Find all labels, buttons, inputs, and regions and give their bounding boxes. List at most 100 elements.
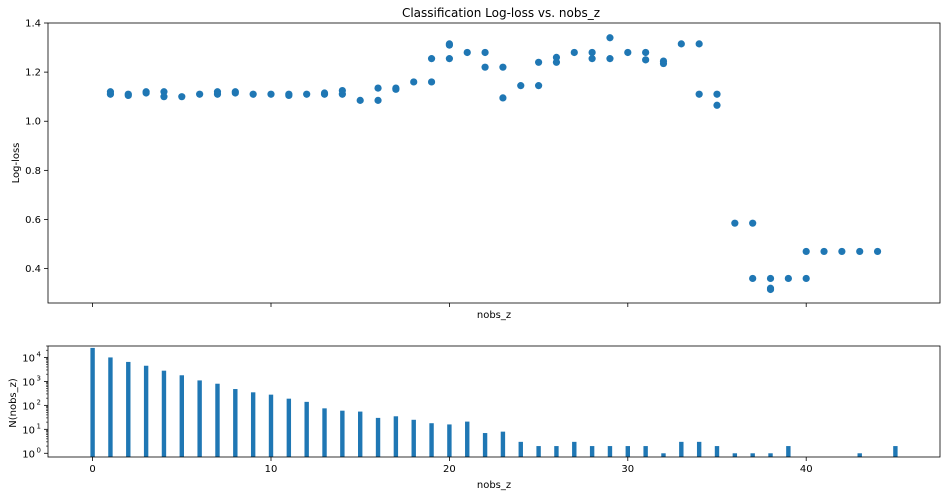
histogram-bar [661,453,666,457]
histogram-y-tick-exponent: 3 [37,374,41,382]
histogram-axes: 10 010 110 210 310 40 10 20 30 40 [22,345,941,475]
histogram-bar [108,357,113,457]
scatter-point [106,90,115,98]
scatter-point [588,55,596,63]
histogram-bar [607,446,613,457]
histogram-y-axis-title: N(nobs_z) [8,378,19,428]
scatter-point [481,63,489,71]
scatter-point [392,84,400,92]
scatter-point [838,247,846,256]
scatter-point [535,58,543,66]
histogram-bar [465,421,470,457]
scatter-y-axis-title: Log-loss [11,143,22,184]
histogram-bar [643,446,648,457]
scatter-point [820,247,828,256]
histogram-bar [857,453,862,457]
histogram-bar [358,411,363,457]
scatter-point [410,78,418,86]
histogram-bar [589,446,595,457]
histogram-bar [696,441,702,457]
histogram-bar [179,375,184,457]
scatter-point [802,247,810,256]
histogram-bar [215,383,220,457]
histogram-bar [286,398,292,457]
histogram-x-tick-label: 20 [443,464,456,475]
histogram-y-tick-exponent: 4 [37,350,42,358]
scatter-point [784,274,792,283]
histogram-x-tick-label: 0 [89,464,95,475]
scatter-point [713,101,721,109]
histogram-bar [429,423,434,457]
scatter-point [427,78,436,86]
scatter-point [427,55,436,63]
histogram-bar [447,424,452,457]
histogram-bar [250,392,256,457]
scatter-point [374,96,382,104]
histogram-bar [411,419,416,457]
histogram-bar [126,361,131,457]
scatter-point [445,55,453,63]
scatter-point [374,84,382,92]
histogram-y-tick-exponent: 0 [37,446,41,454]
histogram-bar [482,433,488,457]
scatter-points [106,34,882,294]
histogram-plot-frame [47,345,941,458]
scatter-point [856,247,864,256]
scatter-point [481,48,489,57]
scatter-point [713,90,721,98]
histogram-bar [893,446,898,457]
scatter-point [766,285,775,294]
histogram-bar [322,408,327,457]
histogram-y-tick-label: 10 [22,353,35,364]
histogram-bar [625,446,630,457]
scatter-point [178,93,186,101]
scatter-point [642,48,650,57]
scatter-point [731,219,739,227]
histogram-bars [90,347,898,457]
scatter-point [570,48,578,57]
histogram-bar [679,441,684,457]
histogram-bar [572,441,577,457]
histogram-bar [732,453,738,457]
histogram-bar [554,446,559,457]
scatter-point [517,82,525,90]
scatter-point [873,247,882,256]
scatter-point [642,56,650,64]
scatter-point [338,86,346,95]
histogram-y-tick-label: 10 [22,401,35,412]
scatter-x-axis-title: nobs_z [477,310,511,321]
scatter-point [445,41,453,49]
histogram-bar [304,401,309,457]
histogram-bar [518,441,523,457]
scatter-point [695,40,703,48]
scatter-point [213,90,222,98]
histogram-bar [233,389,238,457]
histogram-y-tick-exponent: 1 [37,422,41,430]
scatter-panel: Classification Log-loss vs. nobs_z 0.4 0.… [11,6,941,321]
scatter-point [196,90,204,98]
histogram-bar [375,417,381,457]
histogram-y-tick-label: 10 [22,425,35,436]
scatter-point [463,48,471,57]
scatter-y-tick-label: 0.4 [25,264,41,275]
chart-title: Classification Log-loss vs. nobs_z [402,6,600,20]
scatter-y-tick-label: 1.4 [25,19,41,30]
scatter-point [285,90,293,98]
histogram-bar [161,370,167,457]
histogram-bar [197,380,202,457]
scatter-point [142,88,150,96]
scatter-point [606,34,614,42]
scatter-point [356,96,364,104]
histogram-x-tick-label: 30 [621,464,634,475]
scatter-point [659,59,668,68]
histogram-panel: 10 010 110 210 310 40 10 20 30 40 nobs_z N(nobs_z… [8,345,941,491]
scatter-point [766,274,775,283]
histogram-y-tick-exponent: 2 [37,398,41,406]
scatter-point [499,63,507,71]
scatter-point [499,94,507,102]
scatter-y-tick-label: 0.6 [25,215,41,226]
scatter-point [160,93,168,101]
scatter-point [535,82,543,90]
scatter-point [624,48,632,57]
